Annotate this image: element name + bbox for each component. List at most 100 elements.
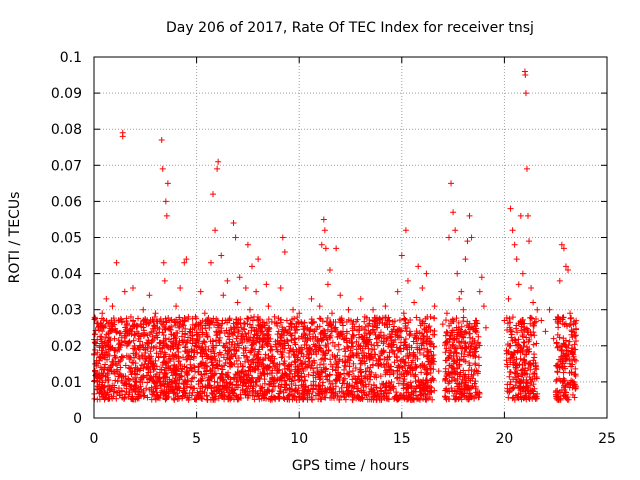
data-point <box>565 396 572 403</box>
data-point <box>288 378 295 385</box>
data-point <box>461 329 468 336</box>
data-point <box>554 344 561 351</box>
data-point <box>261 394 268 401</box>
data-point <box>506 315 513 322</box>
data-point <box>346 382 353 389</box>
data-point <box>327 361 334 368</box>
data-point <box>284 365 291 372</box>
data-point <box>378 396 385 403</box>
data-point <box>473 348 480 355</box>
data-point <box>318 337 325 344</box>
data-point <box>98 315 105 322</box>
data-point <box>538 317 545 324</box>
data-point <box>104 356 111 363</box>
data-point <box>400 380 407 387</box>
data-point <box>128 371 135 378</box>
data-point <box>304 324 311 331</box>
data-point <box>281 358 288 365</box>
data-point <box>375 361 382 368</box>
data-point <box>404 369 411 376</box>
data-point <box>476 342 483 349</box>
data-point <box>133 323 140 330</box>
data-point <box>464 238 471 245</box>
data-point <box>454 388 461 395</box>
data-point <box>146 386 153 393</box>
data-point <box>382 387 389 394</box>
data-point <box>234 340 241 347</box>
data-point <box>405 319 412 326</box>
data-point <box>336 316 343 323</box>
data-point <box>104 339 111 346</box>
data-point <box>292 359 299 366</box>
data-point <box>107 387 114 394</box>
data-point <box>394 396 401 403</box>
data-point <box>341 370 348 377</box>
data-point <box>282 327 289 334</box>
data-point <box>357 342 364 349</box>
data-point <box>176 323 183 330</box>
data-point <box>198 360 205 367</box>
data-point <box>136 379 143 386</box>
data-point <box>366 356 373 363</box>
data-point <box>441 342 448 349</box>
data-point <box>304 394 311 401</box>
data-point <box>518 327 525 334</box>
data-point <box>179 317 186 324</box>
data-point <box>455 338 462 345</box>
data-point <box>513 378 520 385</box>
data-point <box>306 345 313 352</box>
data-point <box>522 72 529 79</box>
data-point <box>416 396 423 403</box>
data-point <box>336 330 343 337</box>
data-point <box>462 328 469 335</box>
data-point <box>522 90 529 97</box>
data-point <box>413 335 420 342</box>
data-point <box>292 382 299 389</box>
data-point <box>311 360 318 367</box>
data-point <box>175 355 182 362</box>
data-point <box>505 295 512 302</box>
data-point <box>111 352 118 359</box>
data-point <box>173 303 180 310</box>
data-point <box>518 367 525 374</box>
data-point <box>407 328 414 335</box>
data-point <box>350 332 357 339</box>
data-point <box>342 363 349 370</box>
data-point <box>318 396 325 403</box>
y-tick-label: 0.05 <box>51 231 82 247</box>
data-point <box>366 331 373 338</box>
data-point <box>164 380 171 387</box>
data-point <box>213 329 220 336</box>
data-point <box>179 393 186 400</box>
data-point <box>116 370 123 377</box>
data-point <box>521 357 528 364</box>
data-point <box>316 391 323 398</box>
data-point <box>188 346 195 353</box>
data-point <box>446 378 453 385</box>
data-point <box>214 379 221 386</box>
data-point <box>518 321 525 328</box>
data-point <box>530 381 537 388</box>
data-point <box>131 342 138 349</box>
data-point <box>534 306 541 313</box>
data-point <box>475 339 481 346</box>
data-point <box>172 339 179 346</box>
x-tick-label: 10 <box>290 431 308 447</box>
data-point <box>519 333 526 340</box>
data-point <box>190 385 197 392</box>
data-point <box>302 338 309 345</box>
data-point <box>194 389 201 396</box>
data-point <box>355 373 362 380</box>
data-point <box>530 388 537 395</box>
data-point <box>255 256 262 263</box>
data-point <box>119 133 126 140</box>
data-point <box>92 315 99 322</box>
data-point <box>421 320 428 327</box>
data-point <box>564 394 571 401</box>
data-point <box>122 362 129 369</box>
data-point <box>426 323 433 330</box>
data-point <box>452 227 459 234</box>
y-tick-label: 0.06 <box>51 194 82 210</box>
data-point <box>555 316 562 323</box>
data-point <box>370 355 377 362</box>
